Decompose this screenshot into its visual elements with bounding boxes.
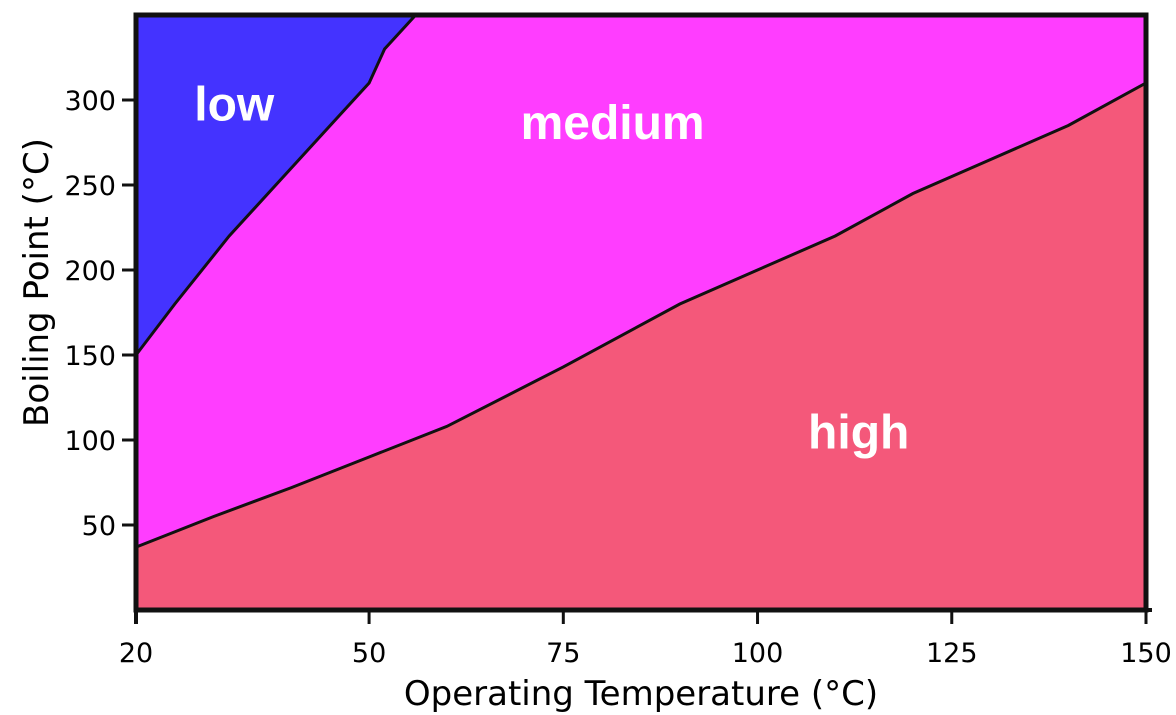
x-axis-title: Operating Temperature (°C) — [404, 674, 878, 714]
y-tick-label: 250 — [64, 171, 116, 202]
region-label-low: low — [194, 78, 275, 131]
x-tick-label: 150 — [1120, 638, 1172, 669]
y-axis-title: Boiling Point (°C) — [17, 138, 57, 427]
region-label-medium: medium — [521, 97, 705, 150]
y-tick-label: 200 — [64, 256, 116, 287]
y-tick-label: 300 — [64, 86, 116, 117]
x-tick-label: 75 — [546, 638, 580, 669]
x-axis: 20 50 75 100 125 150 — [119, 608, 1172, 669]
x-tick-label: 50 — [352, 638, 386, 669]
plot-area — [133, 12, 1149, 613]
y-tick-label: 100 — [64, 426, 116, 457]
boundary-medium-high — [135, 81, 1147, 549]
y-axis: 50 100 150 200 250 300 — [64, 15, 138, 624]
boundary-low-medium — [134, 13, 417, 356]
y-tick-label: 50 — [82, 511, 116, 542]
x-tick-label: 125 — [926, 638, 978, 669]
x-tick-label: 100 — [732, 638, 784, 669]
region-high — [136, 83, 1146, 610]
region-low — [136, 15, 416, 355]
region-medium — [136, 15, 1146, 548]
y-tick-label: 150 — [64, 341, 116, 372]
x-tick-label: 20 — [119, 638, 153, 669]
region-label-high: high — [808, 407, 909, 460]
